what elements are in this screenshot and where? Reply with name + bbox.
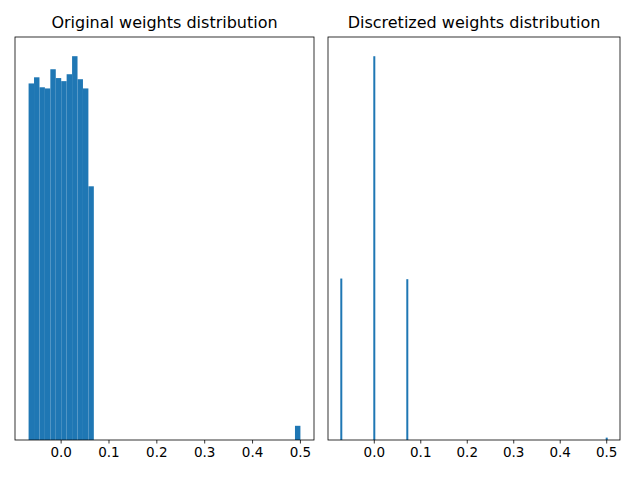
hist-bar <box>61 81 66 440</box>
hist-bar <box>39 87 44 440</box>
x-tick <box>513 440 514 444</box>
x-tick <box>560 440 561 444</box>
x-tick <box>252 440 253 444</box>
x-tick-label: 0.4 <box>549 444 570 460</box>
subplot: 0.0 0.1 0.2 0.3 0.4 0.5 Original weights distr… <box>15 13 314 460</box>
bar <box>340 279 342 440</box>
x-tick-label: 0.3 <box>194 444 215 460</box>
x-tick <box>606 440 607 444</box>
hist-bar <box>67 74 72 440</box>
x-tick-label: 0.2 <box>457 444 478 460</box>
axes-frame <box>328 37 620 440</box>
x-tick-label: 0.5 <box>290 444 311 460</box>
x-tick <box>156 440 157 444</box>
hist-bar <box>88 186 93 440</box>
x-tick <box>420 440 421 444</box>
bar <box>373 56 375 440</box>
x-tick <box>108 440 109 444</box>
marks <box>340 56 607 440</box>
marks <box>29 56 301 440</box>
x-tick <box>374 440 375 444</box>
bar <box>406 279 408 440</box>
x-tick-label: 0.0 <box>50 444 71 460</box>
hist-bar <box>83 88 88 440</box>
hist-bar <box>29 83 34 440</box>
hist-bar <box>78 79 83 440</box>
title: Original weights distribution <box>51 13 277 32</box>
title: Discretized weights distribution <box>348 13 601 32</box>
hist-bar <box>50 69 55 440</box>
hist-bar <box>56 78 61 440</box>
hist-bar <box>34 77 39 440</box>
x-tick <box>300 440 301 444</box>
x-tick-label: 0.1 <box>410 444 431 460</box>
axes-frame <box>15 37 314 440</box>
subplot: 0.0 0.1 0.2 0.3 0.4 0.5 Discretized weights di… <box>328 13 620 460</box>
x-tick-label: 0.3 <box>503 444 524 460</box>
x-tick <box>467 440 468 444</box>
hist-bar <box>45 88 50 440</box>
x-tick-label: 0.0 <box>364 444 385 460</box>
figure: 0.0 0.1 0.2 0.3 0.4 0.5 Original weights distr… <box>0 0 640 480</box>
x-tick <box>61 440 62 444</box>
hist-bar <box>295 426 300 440</box>
x-tick-label: 0.1 <box>98 444 119 460</box>
x-tick <box>204 440 205 444</box>
x-tick-label: 0.2 <box>146 444 167 460</box>
hist-bar <box>72 56 77 440</box>
x-tick-label: 0.5 <box>596 444 617 460</box>
x-tick-label: 0.4 <box>242 444 263 460</box>
